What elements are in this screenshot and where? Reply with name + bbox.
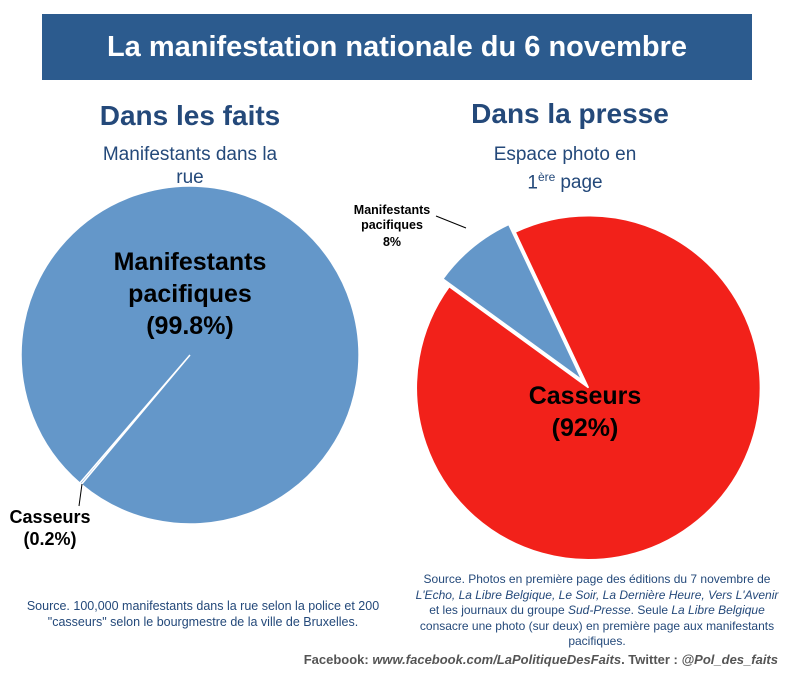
leader-line: [78, 483, 83, 507]
chart-title: Dans les faits: [99, 100, 281, 131]
source-note: Source. 100,000 manifestants dans la rue…: [18, 598, 388, 630]
slice-value-label: 8%: [382, 235, 402, 249]
pie-slice: [20, 185, 360, 525]
chart-subtitle: Manifestants dans la rue: [102, 144, 278, 188]
text-run: Facebook:: [303, 652, 373, 667]
pie-slice: [441, 223, 583, 381]
footer: Facebook: www.facebook.com/LaPolitiqueDe…: [304, 652, 778, 667]
slice-label: Casseurs: [9, 507, 91, 527]
subtitle-sup: ère: [537, 170, 556, 184]
main-title: La manifestation nationale du 6 novembre: [42, 14, 752, 80]
slice-value-label: (92%): [551, 414, 619, 442]
text-run: @Pol_des_faits: [681, 652, 779, 667]
slice-value-label: (0.2%): [23, 529, 77, 549]
slice-label: Manifestants pacifiques: [113, 248, 267, 308]
text-run: . Seule: [630, 603, 672, 617]
text-run: . Twitter :: [621, 652, 682, 667]
source-note: Source. Photos en première page des édit…: [414, 572, 780, 650]
text-run: Sud-Presse: [567, 603, 631, 617]
slice-value-label: (99.8%): [146, 312, 234, 340]
pie-slice: [415, 214, 762, 561]
leader-line: [435, 215, 467, 229]
chart-title: Dans la presse: [471, 98, 669, 129]
slice-label: Casseurs: [528, 382, 642, 410]
subtitle-text: page: [560, 172, 603, 194]
text-run: consacre une photo (sur deux) en premièr…: [419, 618, 775, 649]
text-run: La Libre Belgique: [671, 603, 765, 617]
text-run: Source. Photos en première page des édit…: [423, 572, 771, 586]
text-run: et les journaux du groupe: [429, 603, 568, 617]
chart-subtitle: Espace photo en 1ère page: [440, 143, 690, 194]
text-run: L'Echo, La Libre Belgique, Le Soir, La D…: [415, 587, 779, 602]
slice-label: Manifestants pacifiques: [353, 203, 431, 232]
text-run: Source. 100,000 manifestants dans la rue…: [26, 599, 380, 629]
text-run: www.facebook.com/LaPolitiqueDesFaits: [372, 652, 622, 667]
subtitle-text: 1: [527, 172, 538, 194]
subtitle-text: Espace photo en: [493, 144, 637, 165]
